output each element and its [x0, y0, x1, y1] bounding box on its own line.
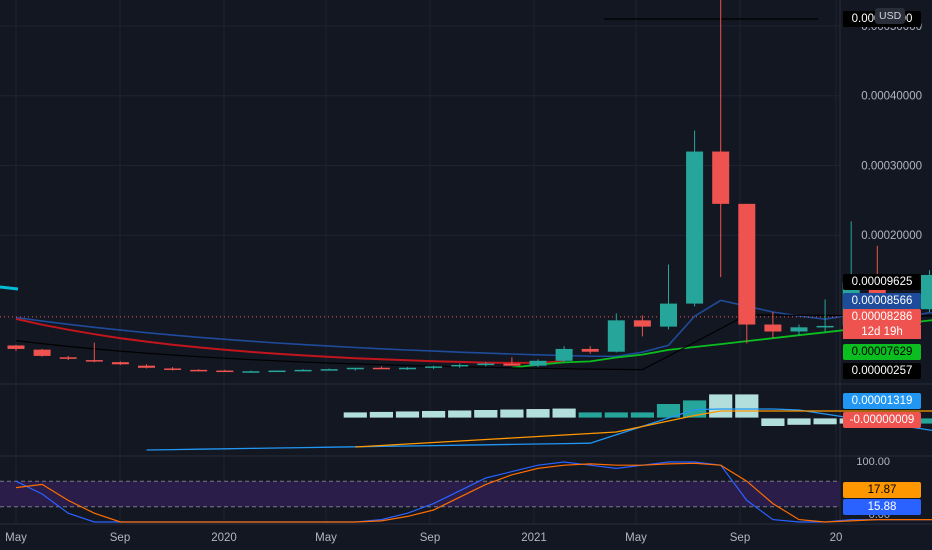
candle-body: [85, 360, 103, 362]
price-label-last: 0.00008286: [843, 309, 921, 325]
ema-black-line: [15, 314, 932, 371]
signal-line: [355, 410, 932, 448]
candle-body: [216, 370, 234, 373]
candle-body: [529, 360, 547, 366]
y-tick-label: 0.00040000: [861, 91, 922, 103]
macd-histogram-bar: [473, 409, 499, 419]
stoch-d-line: [15, 462, 932, 523]
candle-body: [425, 366, 443, 368]
x-tick-label: Sep: [730, 532, 750, 544]
x-tick-label: 2021: [521, 532, 547, 544]
x-tick-label: May: [625, 532, 647, 544]
macd-histogram-bar: [708, 393, 734, 419]
macd-line: [146, 408, 932, 451]
ema-red-line: [15, 317, 565, 364]
candle-body: [190, 369, 208, 372]
x-tick-label: 20: [830, 532, 843, 544]
candle-body: [477, 363, 495, 366]
candle-body: [607, 320, 625, 352]
y-tick-label: 0.00020000: [861, 230, 922, 242]
macd-histogram-bar: [577, 411, 603, 419]
candle-body: [633, 320, 651, 327]
candle-body: [581, 348, 599, 352]
macd-label: 0.00001319: [843, 393, 921, 409]
macd-histogram-bar: [395, 410, 420, 419]
price-label-ema-green: 0.00007629: [843, 344, 921, 360]
macd-histogram-bar: [760, 417, 786, 427]
macd-histogram-bar: [786, 417, 812, 426]
stoch-rsi-pane[interactable]: [0, 461, 932, 523]
candle-body: [164, 368, 182, 370]
candle-body: [555, 348, 573, 361]
x-tick-label: Sep: [420, 532, 440, 544]
candle-body: [111, 362, 129, 365]
x-tick-label: May: [5, 532, 27, 544]
candle-body: [399, 367, 416, 370]
candle-body: [660, 303, 677, 327]
rsi-label-orange: 17.87: [843, 482, 921, 498]
candle-body: [764, 324, 782, 332]
rsi-tick-label: 100.00: [856, 456, 890, 468]
ema-blue-line: [15, 299, 932, 358]
candle-body: [320, 369, 338, 371]
candle-body: [372, 367, 390, 370]
rsi-band: [0, 481, 840, 507]
ema-cyan-stub: [0, 285, 19, 291]
macd-histogram-bar: [812, 417, 838, 426]
candle-body: [33, 349, 51, 356]
candle-countdown: 12d 19h: [843, 325, 921, 339]
candle-body: [921, 275, 932, 310]
macd-histogram-bar: [368, 411, 394, 419]
macd-pane[interactable]: [146, 393, 932, 451]
macd-histogram-bar: [630, 411, 655, 419]
macd-histogram-bar: [734, 393, 760, 419]
x-tick-label: May: [315, 532, 337, 544]
currency-button[interactable]: USD: [875, 8, 906, 24]
macd-histogram-bar: [525, 408, 551, 419]
macd-histogram-bar: [342, 411, 368, 419]
candle-body: [712, 151, 730, 204]
macd-histogram-bar: [421, 410, 447, 419]
candle-body: [7, 345, 25, 349]
candle-body: [346, 367, 364, 370]
candle-body: [686, 151, 704, 304]
candle-body: [268, 370, 286, 373]
price-label-ema-blue: 0.00008566: [843, 293, 921, 309]
macd-histogram-bar: [499, 408, 525, 419]
signal-label: -0.00000009: [843, 412, 921, 428]
macd-histogram-bar: [551, 407, 577, 419]
x-tick-label: Sep: [110, 532, 130, 544]
price-label-low: 0.00000257: [843, 363, 921, 379]
candle-body: [59, 357, 77, 359]
candle-body: [242, 371, 260, 373]
macd-histogram-bar: [447, 409, 473, 419]
candle-body: [790, 327, 808, 332]
y-tick-label: 0.00030000: [861, 160, 922, 172]
candle-body: [738, 203, 756, 325]
price-pane[interactable]: [0, 0, 932, 373]
price-label-ema-black: 0.00009625: [843, 274, 921, 290]
macd-histogram-bar: [603, 411, 629, 419]
candle-body: [451, 364, 469, 367]
rsi-label-blue: 15.88: [843, 499, 921, 515]
axis-labels: 0.000500000.000400000.000300000.00020000…: [5, 21, 922, 544]
candle-body: [816, 325, 834, 328]
x-tick-label: 2020: [211, 532, 237, 544]
candle-body: [294, 369, 312, 372]
candle-body: [138, 365, 155, 368]
candle-body: [503, 363, 521, 366]
